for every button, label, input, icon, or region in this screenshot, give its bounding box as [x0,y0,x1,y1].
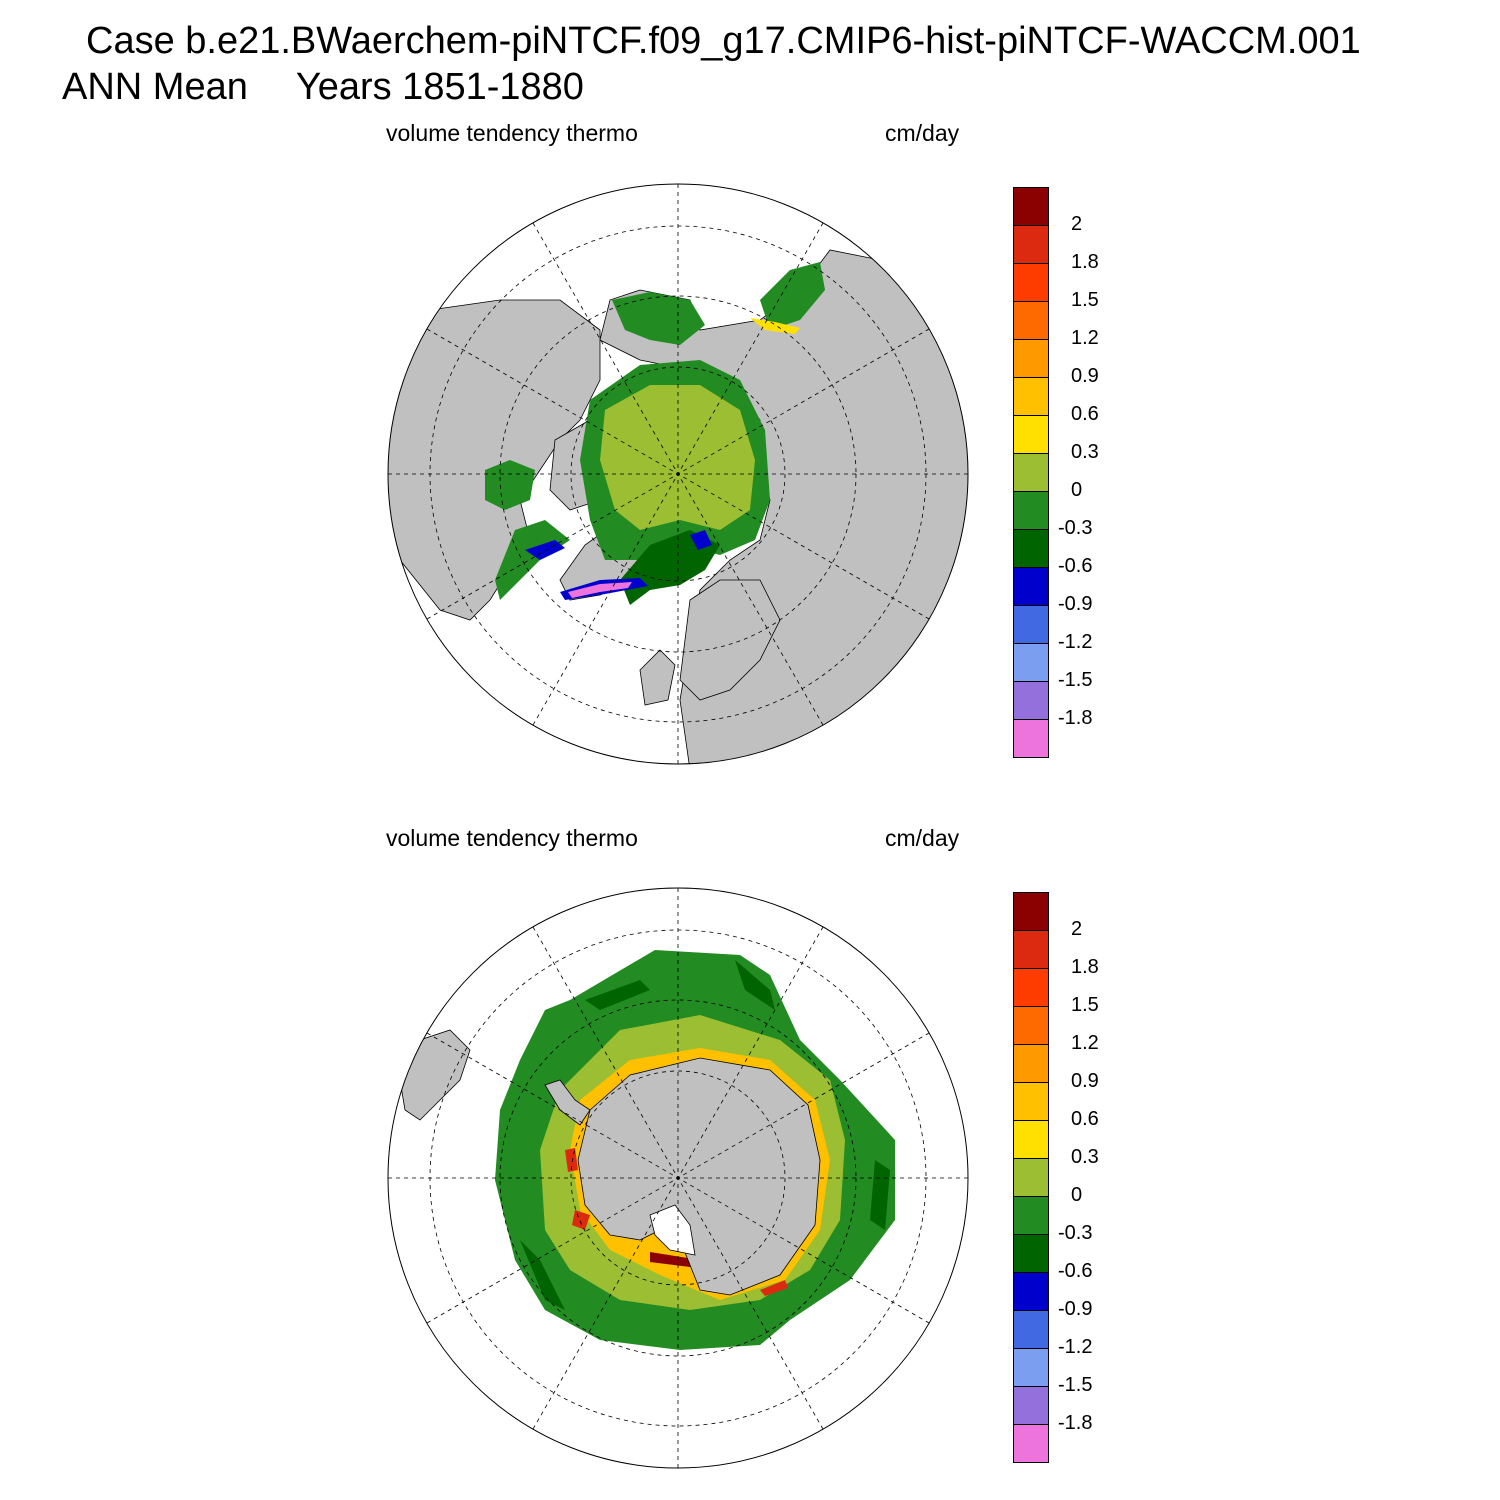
north-ice-okhotsk [760,262,825,330]
north-colorbar-level-label: 0.9 [1071,365,1099,387]
north-colorbar-level-label: 0.3 [1071,441,1099,463]
south-colorbar-level-label: 0.3 [1071,1146,1099,1168]
season-label: ANN Mean [62,66,248,108]
north-colorbar-level-label: -0.3 [1058,517,1093,539]
south-colorbar-swatch [1013,1158,1049,1197]
south-ice-coastal-red-2 [572,1210,590,1230]
north-colorbar-swatch [1013,567,1049,606]
north-ice-denmark-strait-strong [568,582,632,598]
south-panel-units-label: cm/day [885,825,960,851]
north-graticule [388,184,968,764]
figure-title-case: Case b.e21.BWaerchem-piNTCF.f09_g17.CMIP… [86,20,1361,62]
north-colorbar-swatch [1013,529,1049,568]
north-colorbar-level-label: 0 [1071,479,1083,501]
north-colorbar-swatch [1013,605,1049,644]
figure-title-period: ANN Mean Years 1851-1880 [62,66,584,109]
north-colorbar-level-label: 1.2 [1071,327,1099,349]
north-colorbar-level-label: 0.6 [1071,403,1099,425]
north-colorbar-level-label: 1.5 [1071,289,1099,311]
north-land-europe [679,579,781,701]
south-colorbar-level-label: 1.2 [1071,1032,1099,1054]
north-ice-central [600,385,755,530]
south-land-antarctica [577,1057,821,1296]
south-colorbar-level-label: -0.9 [1058,1298,1093,1320]
north-colorbar-swatch [1013,491,1049,530]
north-panel-variable-label: volume tendency thermo [386,120,638,146]
north-ice-bering [612,292,705,345]
north-colorbar-swatch [1013,187,1049,226]
south-colorbar-swatch [1013,892,1049,931]
south-colorbar-swatch [1013,1424,1049,1463]
north-colorbar-swatch [1013,415,1049,454]
north-colorbar-swatch [1013,719,1049,758]
south-ice-dark-patch-1 [585,980,650,1010]
north-colorbar-swatch [1013,643,1049,682]
north-ice-hudson [485,460,535,510]
north-land-britain [639,649,676,706]
south-colorbar-level-label: -0.6 [1058,1260,1093,1282]
south-ice-dark-patch-4 [520,1240,565,1310]
south-colorbar-swatch [1013,1082,1049,1121]
north-colorbar-level-label: -1.2 [1058,631,1093,653]
north-land-america [388,299,601,621]
south-colorbar-level-label: -1.2 [1058,1336,1093,1358]
north-colorbar-level-label: 1.8 [1071,251,1099,273]
years-label: Years 1851-1880 [295,66,584,108]
south-colorbar-swatch [1013,1234,1049,1273]
north-colorbar-swatch [1013,681,1049,720]
north-ice-baffin [495,520,570,600]
south-colorbar-level-label: 1.8 [1071,956,1099,978]
south-ice-dark-patch-2 [735,960,775,1010]
north-colorbar-level-label: 2 [1071,213,1083,235]
south-colorbar-level-label: 2 [1071,918,1083,940]
north-ice-okhotsk-margin [750,318,800,334]
north-colorbar-swatch [1013,263,1049,302]
south-ice-coastal-red-4 [760,1280,788,1296]
south-graticule [388,888,968,1468]
south-colorbar-level-label: -1.8 [1058,1412,1093,1434]
north-colorbar-swatch [1013,225,1049,264]
south-ice-coastal-red-3 [650,1252,700,1268]
north-colorbar-level-label: -0.6 [1058,555,1093,577]
south-colorbar-level-label: 1.5 [1071,994,1099,1016]
south-colorbar-swatch [1013,1310,1049,1349]
south-land-south-america [399,1029,471,1121]
south-colorbar-level-label: -1.5 [1058,1374,1093,1396]
south-colorbar-level-label: -0.3 [1058,1222,1093,1244]
south-ice-coastal-red-1 [565,1148,578,1172]
south-colorbar-swatch [1013,1386,1049,1425]
north-polar-map [387,183,969,765]
north-colorbar-level-label: -0.9 [1058,593,1093,615]
north-colorbar-level-label: -1.8 [1058,707,1093,729]
south-land-ross-shelf [649,1204,696,1256]
south-ice-dark-patch-3 [870,1160,890,1230]
north-colorbar-swatch [1013,453,1049,492]
south-colorbar-swatch [1013,1120,1049,1159]
south-colorbar-swatch [1013,1348,1049,1387]
south-panel-variable-label: volume tendency thermo [386,825,638,851]
north-colorbar-swatch [1013,339,1049,378]
north-ice-barents-negative [690,530,712,550]
south-colorbar-swatch [1013,1196,1049,1235]
south-colorbar-swatch [1013,1006,1049,1045]
south-colorbar-level-label: 0 [1071,1184,1083,1206]
north-colorbar-swatch [1013,377,1049,416]
south-colorbar-level-label: 0.6 [1071,1108,1099,1130]
north-colorbar-swatch [1013,301,1049,340]
south-polar-map [387,887,969,1469]
south-colorbar-level-label: 0.9 [1071,1070,1099,1092]
south-colorbar-swatch [1013,968,1049,1007]
north-panel-units-label: cm/day [885,120,960,146]
south-colorbar-swatch [1013,930,1049,969]
south-colorbar-swatch [1013,1044,1049,1083]
north-colorbar-level-label: -1.5 [1058,669,1093,691]
south-colorbar-swatch [1013,1272,1049,1311]
